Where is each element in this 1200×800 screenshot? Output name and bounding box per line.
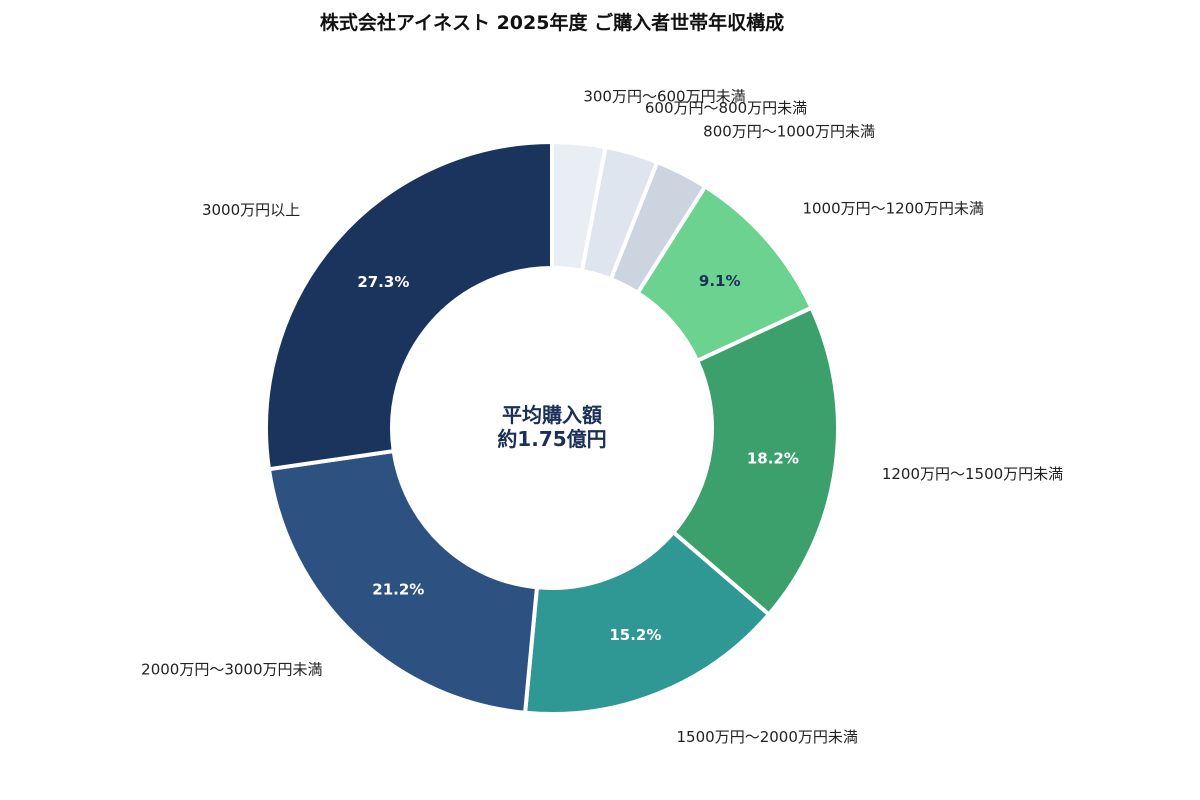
chart-title: 株式会社アイネスト 2025年度 ご購入者世帯年収構成 [320, 11, 784, 34]
center-label-line-1: 平均購入額 [502, 403, 602, 427]
pie-slice-4 [671, 305, 840, 617]
percent-label-6: 21.2% [372, 581, 424, 599]
category-label-3: 1000万円〜1200万円未満 [802, 200, 983, 218]
category-label-2: 800万円〜1000万円未満 [703, 122, 875, 140]
category-label-6: 2000万円〜3000万円未満 [141, 660, 322, 678]
percent-label-3: 9.1% [699, 272, 741, 290]
center-label-line-2: 約1.75億円 [497, 427, 606, 451]
percent-label-5: 15.2% [609, 626, 661, 644]
percent-labels-group: 9.1% 18.2% 15.2% 21.2% 27.3% [357, 272, 799, 644]
category-label-7: 3000万円以上 [202, 201, 300, 219]
category-label-1: 600万円〜800万円未満 [645, 99, 807, 117]
category-label-0: 300万円〜600万円未満 [583, 87, 745, 105]
percent-label-7: 27.3% [357, 273, 409, 291]
percent-label-4: 18.2% [747, 450, 799, 468]
slices-group [264, 140, 840, 716]
pie-slice-7 [264, 140, 554, 472]
pie-slice-6 [266, 449, 539, 715]
category-label-4: 1200万円〜1500万円未満 [882, 465, 1063, 483]
category-label-5: 1500万円〜2000万円未満 [677, 728, 858, 746]
pie-slice-5 [523, 530, 771, 716]
